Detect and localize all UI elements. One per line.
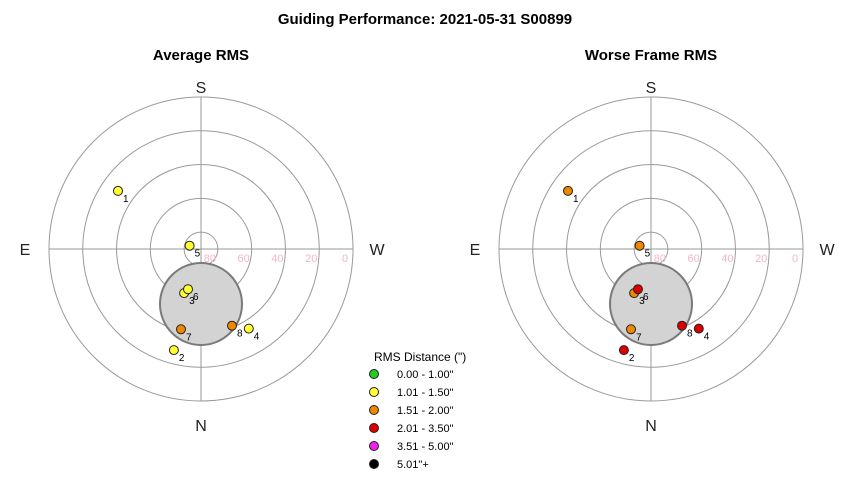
average-rms-panel: Average RMS S N E W 80 60 40 20 0 1 2 3 4 5 6 7 8 [20, 47, 386, 435]
direction-right-label: W [819, 242, 835, 259]
legend-swatch [369, 423, 379, 433]
data-point-label-8: 8 [687, 329, 693, 340]
altitude-tick-label: 0 [342, 253, 348, 265]
legend-swatch [369, 405, 379, 415]
data-point-2 [618, 345, 629, 356]
altitude-tick-label: 20 [755, 253, 767, 265]
altitude-tick-label: 20 [305, 253, 317, 265]
altitude-tick-label: 60 [238, 253, 250, 265]
legend-label: 2.01 - 3.50" [397, 423, 454, 435]
data-point-label-6: 6 [193, 292, 199, 303]
data-point-5 [184, 240, 195, 251]
data-point-8 [677, 320, 687, 331]
direction-bottom-label: N [645, 418, 657, 435]
data-point-6 [633, 284, 643, 295]
direction-left-label: E [470, 242, 481, 259]
direction-right-label: W [369, 242, 385, 259]
data-point-label-4: 4 [254, 332, 260, 343]
moon-disc [609, 262, 693, 346]
altitude-tick-label: 60 [688, 253, 700, 265]
data-point-label-6: 6 [643, 292, 649, 303]
altitude-tick-label: 80 [204, 253, 216, 265]
data-point-label-1: 1 [123, 194, 129, 205]
direction-bottom-label: N [195, 418, 207, 435]
legend-label: 5.01"+ [397, 459, 429, 471]
direction-left-label: E [20, 242, 31, 259]
data-point-label-3: 3 [639, 296, 645, 307]
main-title: Guiding Performance: 2021-05-31 S00899 [278, 11, 572, 28]
worse-frame-rms-panel: Worse Frame RMS S N E W 80 60 40 20 0 1 2 3 4 5 6 7 8 [470, 47, 836, 435]
data-point-7 [626, 324, 636, 335]
legend-label: 1.01 - 1.50" [397, 387, 454, 399]
legend-label: 1.51 - 2.00" [397, 405, 454, 417]
data-point-8 [227, 320, 237, 331]
legend-label: 0.00 - 1.00" [397, 369, 454, 381]
data-point-label-7: 7 [186, 332, 192, 343]
data-point-label-8: 8 [237, 329, 243, 340]
data-point-2 [168, 345, 179, 356]
legend-swatch [369, 387, 379, 397]
panel-title: Worse Frame RMS [585, 47, 717, 64]
moon-disc [159, 262, 243, 346]
data-point-5 [634, 240, 645, 251]
data-point-label-2: 2 [629, 353, 635, 364]
altitude-tick-label: 40 [271, 253, 283, 265]
data-point-7 [176, 324, 186, 335]
legend-title: RMS Distance (") [374, 350, 466, 364]
altitude-tick-label: 40 [721, 253, 733, 265]
legend-label: 3.51 - 5.00" [397, 441, 454, 453]
data-point-label-1: 1 [573, 194, 579, 205]
data-point-1 [563, 185, 573, 196]
data-point-4 [243, 323, 254, 334]
legend: RMS Distance (") 0.00 - 1.00" 1.01 - 1.50… [369, 350, 466, 471]
panel-title: Average RMS [153, 47, 249, 64]
data-point-1 [113, 185, 123, 196]
data-point-4 [693, 323, 704, 334]
legend-swatch [369, 441, 379, 451]
data-point-label-5: 5 [195, 249, 201, 260]
direction-top-label: S [646, 80, 657, 97]
altitude-tick-label: 80 [654, 253, 666, 265]
data-point-label-4: 4 [704, 332, 710, 343]
data-point-label-5: 5 [645, 249, 651, 260]
data-point-label-3: 3 [189, 296, 195, 307]
data-point-label-7: 7 [636, 332, 642, 343]
legend-swatch [369, 369, 379, 379]
direction-top-label: S [196, 80, 207, 97]
altitude-tick-label: 0 [792, 253, 798, 265]
data-point-label-2: 2 [179, 353, 185, 364]
legend-swatch [369, 459, 379, 469]
data-point-6 [183, 284, 193, 295]
